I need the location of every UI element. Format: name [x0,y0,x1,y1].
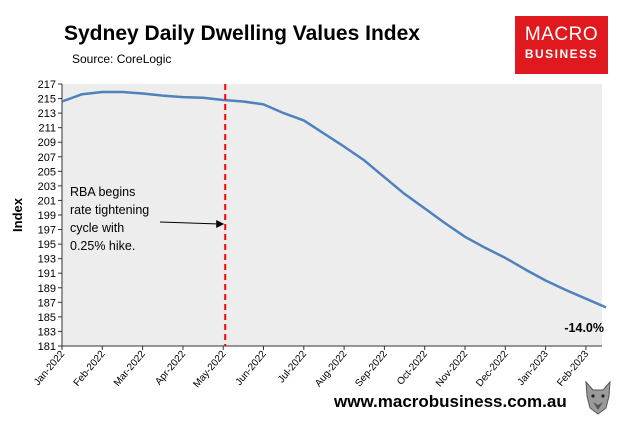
x-tick-label: Jan-2022 [32,349,68,388]
x-tick-label: Sep-2022 [353,349,390,390]
wolf-mascot-icon [585,380,611,415]
x-tick-label: Apr-2022 [153,349,188,388]
logo-line2: BUSINESS [524,47,599,61]
y-tick-label: 209 [38,137,56,149]
y-tick-label: 217 [38,79,56,91]
y-tick-label: 199 [38,210,56,222]
source-label: Source: CoreLogic [72,52,172,66]
y-tick-label: 197 [38,225,56,237]
end-change-label: -14.0% [564,321,604,335]
y-tick-label: 191 [38,268,56,280]
x-tick-label: Jul-2022 [276,349,309,386]
x-tick-label: Feb-2022 [72,349,108,389]
rba-annotation-line: RBA begins [70,185,135,199]
y-tick-label: 205 [38,166,56,178]
y-tick-label: 213 [38,108,56,120]
y-tick-label: 203 [38,181,56,193]
rba-annotation-line: rate tightening [70,203,149,217]
y-tick-label: 211 [38,123,56,135]
y-tick-label: 215 [38,94,56,106]
x-tick-label: Jan-2023 [516,349,552,388]
x-tick-label: May-2022 [191,349,228,390]
y-tick-label: 181 [38,341,56,353]
plot-area [62,84,602,346]
x-tick-label: Nov-2022 [434,349,471,390]
y-tick-label: 195 [38,239,56,251]
macrobusiness-logo: MACRO BUSINESS [515,16,608,74]
page-title: Sydney Daily Dwelling Values Index [64,22,420,45]
y-tick-label: 187 [38,297,56,309]
y-axis-title: Index [10,197,25,232]
y-tick-label: 189 [38,283,56,295]
x-tick-label: Mar-2022 [112,349,148,389]
rba-annotation-line: cycle with [70,221,124,235]
index-series-line [61,90,607,309]
y-tick-label: 185 [38,312,56,324]
annotation-arrow-shaft [159,221,220,225]
y-tick-label: 193 [38,254,56,266]
y-tick-label: 207 [38,152,56,164]
logo-line1: MACRO [524,24,599,45]
website-url: www.macrobusiness.com.au [334,392,567,411]
x-tick-label: Dec-2022 [474,349,511,390]
y-tick-label: 183 [38,326,56,338]
x-tick-label: Aug-2022 [313,349,350,390]
rba-annotation-line: 0.25% hike. [70,239,135,253]
y-tick-label: 201 [38,195,56,207]
x-tick-label: Jun-2022 [234,349,270,388]
annotation-arrow-head [216,220,225,228]
x-tick-label: Oct-2022 [395,349,430,388]
